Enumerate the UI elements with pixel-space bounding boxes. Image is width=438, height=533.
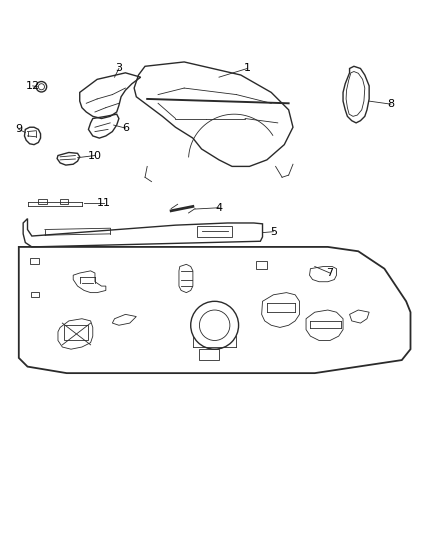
- Bar: [64, 325, 88, 341]
- Text: 1: 1: [244, 63, 251, 74]
- Text: 3: 3: [115, 63, 122, 74]
- Bar: [256, 261, 267, 269]
- Text: 12: 12: [26, 81, 40, 91]
- Text: 8: 8: [387, 99, 395, 109]
- Bar: [31, 292, 39, 297]
- Bar: [199, 349, 219, 360]
- Bar: [197, 226, 232, 237]
- Bar: [60, 199, 68, 204]
- Text: 5: 5: [270, 227, 277, 237]
- Text: 9: 9: [15, 124, 22, 134]
- Text: 10: 10: [88, 150, 102, 160]
- Bar: [39, 199, 47, 204]
- Text: 4: 4: [215, 203, 223, 213]
- Bar: [30, 258, 39, 264]
- Text: 6: 6: [122, 123, 129, 133]
- Text: 7: 7: [326, 268, 334, 278]
- Text: 11: 11: [97, 198, 111, 208]
